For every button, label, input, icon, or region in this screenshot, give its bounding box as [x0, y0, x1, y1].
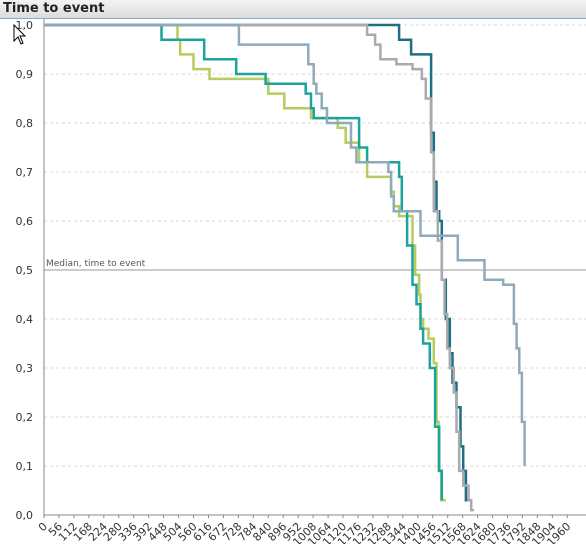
- title-bar: Time to event: [0, 0, 586, 19]
- km-chart: 0,00,10,20,30,40,50,60,70,80,91,00561121…: [16, 19, 586, 548]
- series-line-1: [44, 23, 446, 502]
- series-line-5: [44, 23, 526, 466]
- series-line-4: [44, 23, 474, 512]
- y-tick-label: 0,2: [16, 411, 34, 424]
- mouse-pointer-icon: [13, 24, 27, 45]
- median-label: Median, time to event: [46, 259, 146, 269]
- chart-area: 0,0 0,1 0,2 0,3 0,4 0,5 0,6 0,7 0,8 0,9 1,0 0 56 112 1…: [0, 19, 586, 548]
- y-tick-label: 0,9: [16, 68, 34, 81]
- window-title: Time to event: [3, 1, 105, 16]
- y-tick-label: 0,7: [16, 166, 34, 179]
- y-tick-label: 0,5: [16, 264, 34, 277]
- y-tick-label: 0,4: [16, 313, 34, 326]
- y-tick-label: 0,1: [16, 460, 34, 473]
- y-tick-label: 1,0: [16, 19, 34, 32]
- y-tick-label: 0,8: [16, 117, 34, 130]
- y-tick-label: 0,6: [16, 215, 34, 228]
- series-line-2: [44, 23, 444, 501]
- y-tick-label: 0,3: [16, 362, 34, 375]
- y-tick-label: 0,0: [16, 509, 34, 522]
